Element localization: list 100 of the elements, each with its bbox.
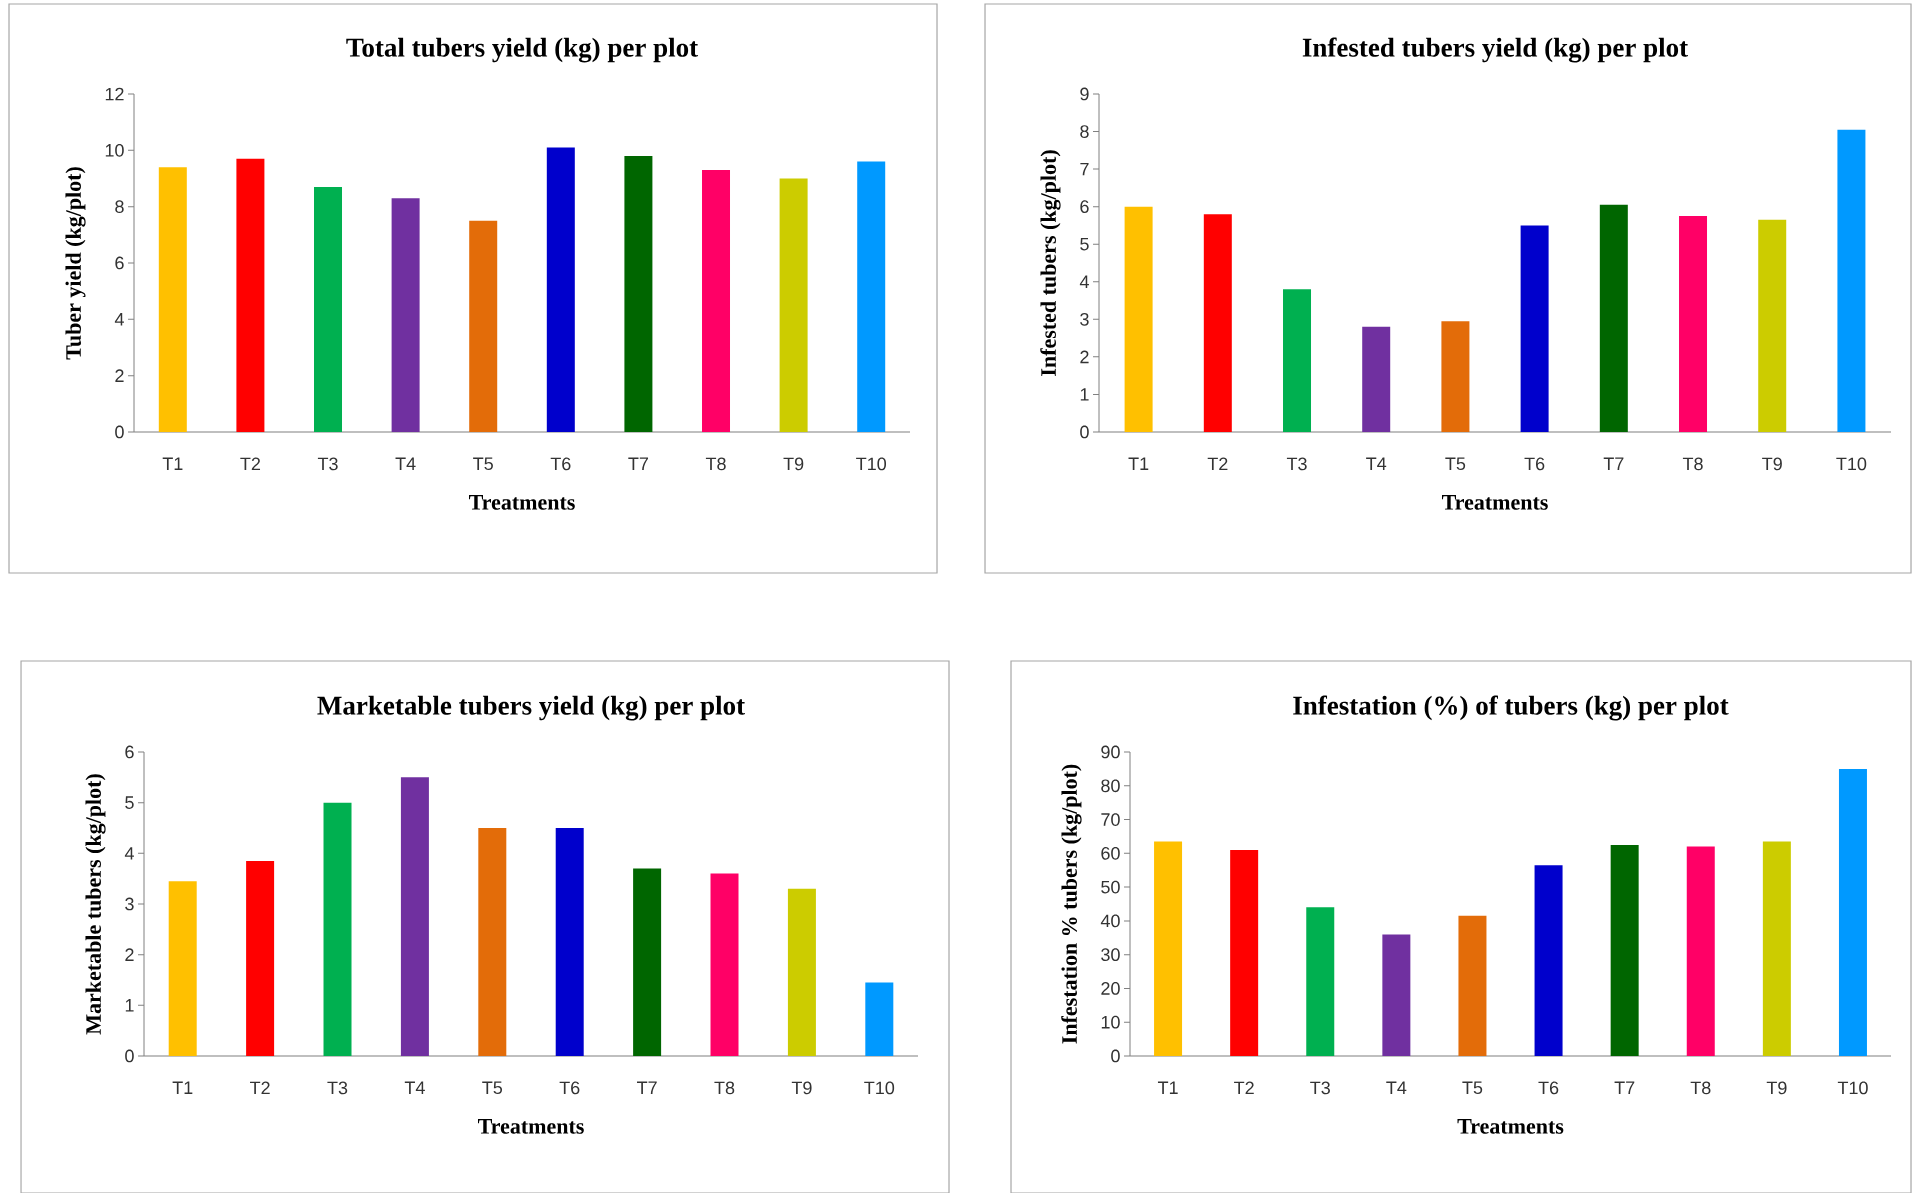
- y-tick-label: 0: [125, 1049, 134, 1063]
- x-tick-label: T3: [1310, 1081, 1330, 1095]
- x-tick-label: T4: [1366, 457, 1387, 470]
- x-tick-label: T6: [1538, 1081, 1559, 1095]
- x-tick-label: T9: [1762, 457, 1782, 471]
- x-tick-label: T3: [317, 457, 338, 471]
- y-tick-label: 10: [105, 143, 124, 157]
- y-tick-label: 3: [1080, 312, 1089, 326]
- x-tick-label: T4: [395, 457, 416, 470]
- bar: [478, 827, 507, 1056]
- bar: [1362, 326, 1391, 432]
- x-tick-label: T3: [327, 1081, 348, 1095]
- y-tick-label: 5: [1080, 237, 1089, 251]
- bar: [1306, 907, 1335, 1056]
- y-tick-label: 50: [1101, 880, 1120, 894]
- x-tick-label: T5: [473, 457, 493, 471]
- bar: [624, 155, 653, 432]
- bar: [633, 868, 662, 1056]
- bar: [246, 860, 275, 1056]
- y-axis-title: Infested tubers (kg/plot): [1040, 150, 1061, 376]
- y-tick-label: 2: [115, 369, 124, 382]
- x-tick-label: T1: [1157, 1081, 1178, 1094]
- x-axis-title: Treatments: [478, 1119, 584, 1134]
- x-tick-label: T6: [559, 1081, 580, 1095]
- bar: [1686, 846, 1715, 1056]
- x-tick-label: T7: [1603, 457, 1624, 470]
- x-tick-label: T4: [404, 1081, 425, 1094]
- x-tick-label: T2: [250, 1081, 270, 1095]
- y-tick-label: 6: [115, 256, 124, 270]
- x-tick-label: T10: [856, 457, 887, 471]
- x-tick-label: T1: [162, 457, 183, 470]
- y-tick-label: 40: [1100, 914, 1120, 928]
- x-tick-label: T9: [783, 457, 804, 471]
- bar: [865, 982, 894, 1056]
- bar: [702, 170, 731, 432]
- bar: [1534, 865, 1563, 1056]
- bar: [1599, 204, 1628, 432]
- y-tick-label: 10: [1101, 1015, 1120, 1029]
- bar: [1203, 214, 1232, 432]
- bar: [1762, 841, 1791, 1056]
- bar: [1154, 841, 1183, 1056]
- bar: [787, 888, 816, 1056]
- y-tick-label: 6: [1080, 200, 1089, 214]
- y-tick-label: 9: [1080, 87, 1089, 101]
- x-tick-label: T6: [1524, 457, 1545, 471]
- x-tick-label: T2: [1207, 457, 1228, 471]
- x-tick-label: T4: [1386, 1081, 1407, 1094]
- x-tick-label: T1: [172, 1081, 193, 1094]
- x-tick-label: T6: [550, 457, 571, 471]
- bar: [1837, 129, 1866, 432]
- bar: [1283, 289, 1312, 432]
- bar: [555, 827, 584, 1056]
- y-tick-label: 6: [125, 745, 134, 759]
- chart-title: Marketable tubers yield (kg) per plot: [317, 695, 745, 721]
- bar: [1610, 844, 1639, 1056]
- y-tick-label: 4: [124, 847, 134, 860]
- x-tick-label: T7: [637, 1081, 657, 1094]
- chart-title: Infestation (%) of tubers (kg) per plot: [1293, 695, 1729, 721]
- bar: [236, 158, 265, 432]
- y-tick-label: 80: [1101, 779, 1120, 793]
- bar: [323, 802, 352, 1056]
- bar: [546, 147, 575, 432]
- bar: [391, 198, 420, 432]
- x-tick-label: T8: [1682, 457, 1703, 471]
- y-tick-label: 1: [125, 999, 134, 1012]
- bar: [1838, 768, 1867, 1056]
- y-axis-title: Tuber yield (kg/plot): [65, 167, 86, 360]
- x-axis-title: Treatments: [1442, 495, 1548, 510]
- y-tick-label: 0: [115, 425, 124, 439]
- y-tick-label: 1: [1080, 388, 1089, 401]
- bar: [400, 777, 429, 1056]
- x-tick-label: T5: [482, 1081, 503, 1095]
- bar: [1441, 321, 1470, 432]
- x-axis-title: Treatments: [469, 495, 575, 510]
- x-tick-label: T2: [240, 457, 261, 471]
- y-axis-title: Infestation % tubers (kg/plot): [1061, 764, 1082, 1044]
- x-tick-label: T8: [705, 457, 726, 471]
- bar: [1679, 216, 1708, 432]
- y-tick-label: 20: [1101, 982, 1120, 995]
- y-tick-label: 7: [1080, 162, 1089, 176]
- y-tick-label: 0: [1080, 425, 1089, 439]
- chart-title: Infested tubers yield (kg) per plot: [1302, 37, 1689, 63]
- bar: [1382, 934, 1411, 1056]
- x-tick-label: T10: [1837, 1081, 1868, 1095]
- y-tick-label: 2: [125, 948, 134, 961]
- y-tick-label: 8: [1080, 125, 1089, 138]
- x-tick-label: T8: [714, 1081, 735, 1095]
- bar: [1520, 225, 1549, 432]
- y-tick-label: 4: [114, 313, 124, 326]
- bar: [1758, 219, 1787, 432]
- x-tick-label: T5: [1462, 1081, 1483, 1095]
- x-tick-label: T3: [1286, 457, 1307, 471]
- x-tick-label: T2: [1234, 1081, 1254, 1095]
- y-tick-label: 8: [115, 200, 124, 214]
- x-tick-label: T9: [1766, 1081, 1787, 1095]
- x-tick-label: T10: [864, 1081, 895, 1095]
- bar: [779, 178, 808, 432]
- y-tick-label: 5: [125, 796, 134, 809]
- x-tick-label: T10: [1836, 457, 1867, 471]
- bar: [710, 873, 739, 1056]
